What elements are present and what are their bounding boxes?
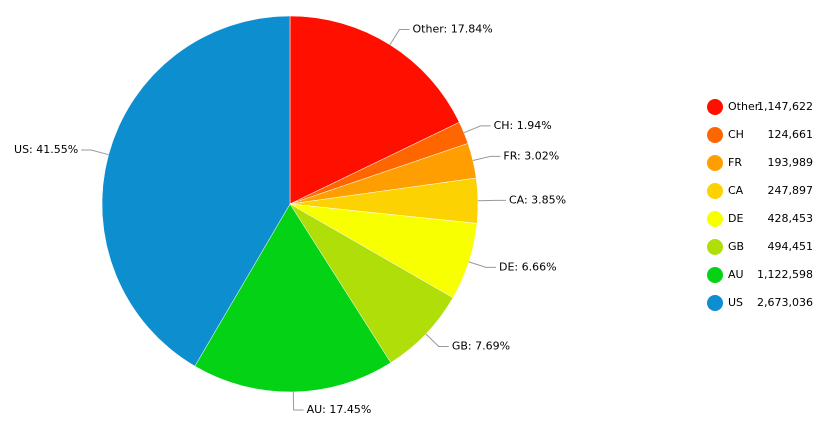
legend-label: CH: [728, 128, 744, 141]
legend-label: AU: [728, 268, 744, 281]
legend-marker: [707, 155, 723, 171]
slice-label: US: 41.55%: [14, 143, 78, 156]
leader-line: [468, 261, 497, 268]
legend-marker: [707, 295, 723, 311]
slice-label: GB: 7.69%: [452, 339, 510, 352]
legend-marker: [707, 239, 723, 255]
legend-label: GB: [728, 240, 744, 253]
leader-line: [292, 391, 304, 411]
legend-marker: [707, 183, 723, 199]
pie-slice: [101, 15, 291, 367]
legend-label: FR: [728, 156, 742, 169]
legend-value: 428,453: [768, 212, 814, 225]
leader-line: [463, 125, 491, 134]
leader-line: [389, 29, 410, 46]
legend-value: 1,122,598: [757, 268, 813, 281]
legend-value: 1,147,622: [757, 100, 813, 113]
legend-label: DE: [728, 212, 743, 225]
legend-value: 247,897: [768, 184, 814, 197]
pie-slice: [194, 203, 392, 393]
leader-line: [472, 155, 501, 162]
legend-label: CA: [728, 184, 744, 197]
slice-label: Other: 17.84%: [413, 23, 493, 36]
slice-label: AU: 17.45%: [307, 403, 372, 416]
slice-label: DE: 6.66%: [499, 260, 557, 273]
leader-line: [425, 333, 449, 347]
legend-value: 193,989: [768, 156, 814, 169]
legend-value: 494,451: [768, 240, 814, 253]
pie-slice: [289, 15, 460, 205]
legend-marker: [707, 127, 723, 143]
legend-value: 124,661: [768, 128, 814, 141]
leader-line: [81, 149, 109, 156]
slice-label: FR: 3.02%: [503, 149, 559, 162]
legend-value: 2,673,036: [757, 296, 813, 309]
legend-marker: [707, 99, 723, 115]
legend-marker: [707, 267, 723, 283]
slice-label: CA: 3.85%: [509, 193, 566, 206]
slice-label: CH: 1.94%: [494, 119, 552, 132]
legend-label: US: [728, 296, 743, 309]
legend-label: Other: [728, 100, 760, 113]
legend-marker: [707, 211, 723, 227]
